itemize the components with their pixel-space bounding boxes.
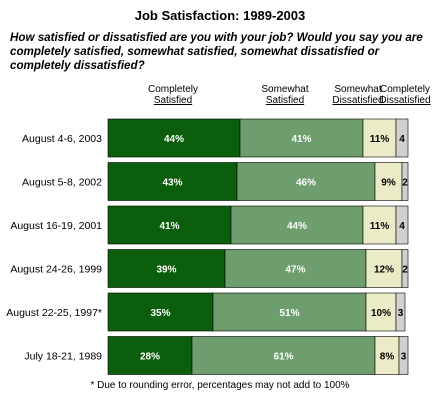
data-label: 35% [150,308,170,319]
data-label: 46% [296,178,316,189]
legend-label-line: Dissatisfied [332,95,384,106]
data-label: 12% [374,265,394,276]
legend-label-line: Completely [379,84,431,95]
category-label: July 18-21, 1989 [24,351,102,363]
category-label: August 24-26, 1999 [10,264,102,276]
data-label: 43% [162,178,182,189]
data-label: 8% [380,352,395,363]
data-label: 3 [401,352,407,363]
legend-label-line: Somewhat [334,84,382,95]
bar-segment-completely-dissatisfied [401,249,409,288]
bar-segment-completely-dissatisfied [395,205,409,245]
category-label: August 4-6, 2003 [22,133,102,145]
bar-segment-somewhat-dissatisfied [365,292,397,332]
legend-completely-dissatisfied: Completely Dissatisfied [372,84,438,106]
data-label: 9% [381,178,396,189]
bar-segment-completely-satisfied [107,292,214,332]
data-label: 10% [371,308,391,319]
data-label: 51% [279,308,299,319]
bar-segment-somewhat-satisfied [224,249,367,288]
data-label: 4 [399,221,405,232]
bar-segment-completely-satisfied [107,336,193,375]
bar-segment-somewhat-satisfied [230,205,364,245]
legend-label-line: Satisfied [265,95,305,106]
legend-label-line: Somewhat [261,84,309,95]
bar-segment-completely-dissatisfied [395,118,409,158]
legend-somewhat-dissatisfied: Somewhat Dissatisfied [318,84,398,106]
data-label: 2 [402,265,408,276]
legend-label-line: Dissatisfied [379,95,431,106]
footnote: * Due to rounding error, percentages may… [90,380,350,391]
category-label: August 22-25, 1997* [6,307,102,319]
data-label: 41% [159,221,179,232]
legend-somewhat-satisfied: Somewhat Satisfied [250,84,320,106]
bar-segment-completely-satisfied [107,249,226,288]
bar-segment-completely-dissatisfied [395,292,406,332]
data-label: 28% [140,352,160,363]
data-label: 4 [399,134,405,145]
bar-segment-completely-satisfied [107,118,241,158]
bar-segment-somewhat-dissatisfied [362,205,397,245]
data-label: 11% [370,134,390,145]
bar-segment-somewhat-satisfied [191,336,376,375]
bar-segment-completely-dissatisfied [401,162,409,201]
data-label: 44% [164,134,184,145]
data-label: 39% [156,265,176,276]
data-label: 41% [291,134,311,145]
category-label: August 5-8, 2002 [22,177,102,189]
data-label: 61% [273,352,293,363]
legend-completely-satisfied: Completely Satisfied [138,84,208,106]
data-label: 3 [398,308,404,319]
legend-label-line: Completely [147,84,199,95]
data-label: 44% [287,221,307,232]
bar-segment-somewhat-satisfied [212,292,367,332]
data-label: 2 [402,178,408,189]
survey-question: How satisfied or dissatisfied are you wi… [10,31,423,72]
bar-segment-completely-dissatisfied [398,336,409,375]
data-label: 47% [285,265,305,276]
bar-segment-somewhat-satisfied [236,162,376,201]
data-label: 11% [370,221,390,232]
bar-segment-somewhat-dissatisfied [374,336,400,375]
chart-title: Job Satisfaction: 1989-2003 [134,8,306,23]
bar-segment-completely-satisfied [107,205,232,245]
bar-segment-somewhat-satisfied [239,118,364,158]
category-label: August 16-19, 2001 [10,220,102,232]
legend-label-line: Satisfied [153,95,193,106]
bar-segment-somewhat-dissatisfied [374,162,403,201]
